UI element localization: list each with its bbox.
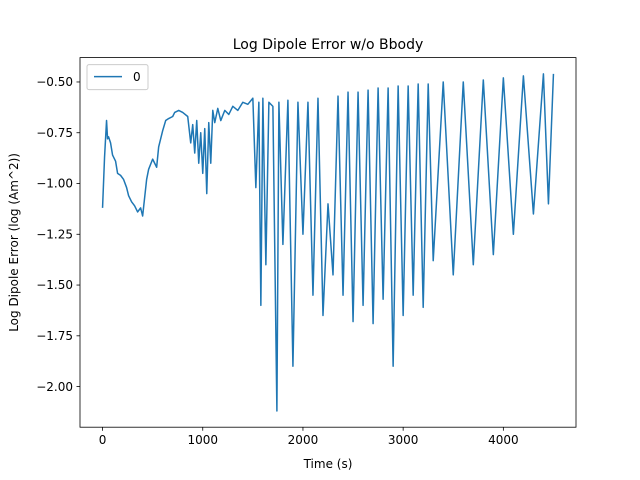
x-axis-label: Time (s) [303,457,353,471]
y-tick-label-5: −0.75 [36,126,73,140]
series-layer [101,73,555,412]
legend: 0 [86,64,149,91]
y-tick-label-3: −1.25 [36,227,73,241]
y-tick-label-0: −2.00 [36,380,73,394]
x-tick-label-0: 0 [99,433,107,447]
x-axis: 0 1000 2000 3000 4000 [99,427,519,447]
x-tick-label-2: 2000 [288,433,319,447]
series-line-0 [101,73,555,412]
x-tick-label-3: 3000 [388,433,419,447]
chart-title: Log Dipole Error w/o Bbody [233,37,424,53]
legend-label-0: 0 [133,70,141,84]
x-tick-label-1: 1000 [187,433,218,447]
y-axis: −2.00 −1.75 −1.50 −1.25 −1.00 −0.75 −0.50 [36,75,80,394]
y-axis-label: Log Dipole Error (log (Am^2)) [7,153,21,332]
y-tick-label-6: −0.50 [36,75,73,89]
plot-frame [79,57,577,428]
x-tick-label-4: 4000 [488,433,519,447]
y-tick-label-1: −1.75 [36,329,73,343]
y-tick-label-4: −1.00 [36,177,73,191]
y-tick-label-2: −1.50 [36,278,73,292]
